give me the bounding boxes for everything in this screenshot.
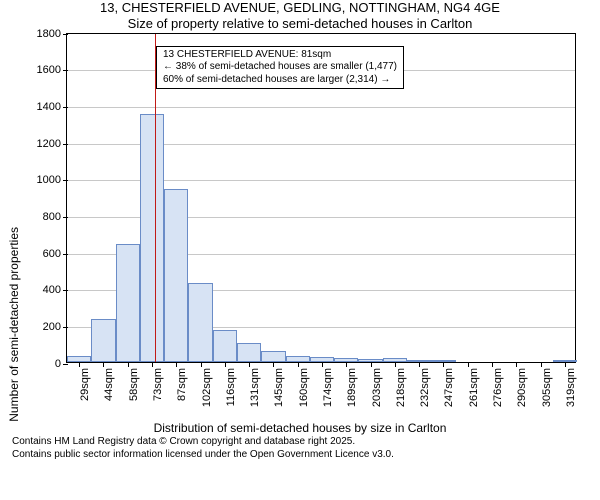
x-tick: 232sqm — [419, 362, 431, 407]
x-tick: 145sqm — [273, 362, 285, 407]
x-tick-mark — [201, 362, 202, 367]
x-tick-mark — [176, 362, 177, 367]
annotation-box: 13 CHESTERFIELD AVENUE: 81sqm← 38% of se… — [156, 46, 404, 90]
x-tick: 102sqm — [201, 362, 213, 407]
footer-line-1: Contains HM Land Registry data © Crown c… — [12, 435, 600, 448]
x-tick-mark — [468, 362, 469, 367]
y-tick: 800 — [43, 211, 67, 223]
y-tick: 200 — [43, 321, 67, 333]
x-tick-mark — [346, 362, 347, 367]
histogram-bar — [237, 343, 261, 361]
y-tick: 600 — [43, 248, 67, 260]
histogram-bar — [188, 283, 212, 362]
x-tick-mark — [79, 362, 80, 367]
x-tick: 261sqm — [468, 362, 480, 407]
x-tick: 319sqm — [565, 362, 577, 407]
y-axis-label: Number of semi-detached properties — [7, 227, 21, 422]
footer: Contains HM Land Registry data © Crown c… — [0, 435, 600, 461]
x-tick-mark — [541, 362, 542, 367]
x-tick: 247sqm — [443, 362, 455, 407]
x-tick-mark — [298, 362, 299, 367]
x-tick: 116sqm — [225, 362, 237, 406]
x-tick: 174sqm — [322, 362, 334, 407]
x-tick: 290sqm — [516, 362, 528, 407]
annotation-line: ← 38% of semi-detached houses are smalle… — [163, 61, 397, 74]
x-tick: 44sqm — [103, 362, 115, 401]
y-tick: 1000 — [37, 174, 67, 186]
y-tick: 1200 — [37, 138, 67, 150]
x-tick: 203sqm — [371, 362, 383, 407]
y-tick: 1800 — [37, 28, 67, 40]
y-tick: 1400 — [37, 101, 67, 113]
histogram-bar — [116, 244, 140, 361]
x-tick-mark — [103, 362, 104, 367]
x-tick: 276sqm — [492, 362, 504, 407]
y-tick: 400 — [43, 284, 67, 296]
x-tick-mark — [249, 362, 250, 367]
x-tick-mark — [443, 362, 444, 367]
x-tick-mark — [152, 362, 153, 367]
annotation-line: 13 CHESTERFIELD AVENUE: 81sqm — [163, 49, 397, 62]
x-tick-mark — [273, 362, 274, 367]
x-tick: 131sqm — [249, 362, 261, 407]
title-line-1: 13, CHESTERFIELD AVENUE, GEDLING, NOTTIN… — [0, 0, 600, 16]
annotation-line: 60% of semi-detached houses are larger (… — [163, 74, 397, 87]
plot-area: 02004006008001000120014001600180029sqm44… — [66, 33, 576, 363]
histogram-bar — [91, 319, 115, 361]
histogram-bar — [261, 351, 285, 362]
x-axis-label: Distribution of semi-detached houses by … — [0, 421, 600, 435]
x-tick: 189sqm — [346, 362, 358, 407]
histogram-bar — [213, 330, 237, 361]
x-tick: 29sqm — [79, 362, 91, 401]
x-tick-mark — [492, 362, 493, 367]
x-tick-mark — [395, 362, 396, 367]
x-tick: 305sqm — [541, 362, 553, 407]
y-tick: 1600 — [37, 64, 67, 76]
x-tick: 73sqm — [152, 362, 164, 401]
x-tick: 218sqm — [395, 362, 407, 407]
footer-line-2: Contains public sector information licen… — [12, 448, 600, 461]
histogram-bar — [140, 114, 164, 362]
gridline — [67, 107, 575, 108]
histogram-bar — [164, 189, 188, 361]
chart-area: Number of semi-detached properties 02004… — [0, 33, 600, 421]
y-tick: 0 — [55, 358, 67, 370]
title-line-2: Size of property relative to semi-detach… — [0, 16, 600, 32]
x-tick-mark — [565, 362, 566, 367]
x-tick-mark — [322, 362, 323, 367]
x-tick-mark — [128, 362, 129, 367]
chart-title: 13, CHESTERFIELD AVENUE, GEDLING, NOTTIN… — [0, 0, 600, 33]
x-tick: 87sqm — [176, 362, 188, 401]
x-tick-mark — [225, 362, 226, 367]
x-tick: 58sqm — [128, 362, 140, 401]
x-tick-mark — [516, 362, 517, 367]
x-tick-mark — [419, 362, 420, 367]
x-tick: 160sqm — [298, 362, 310, 407]
x-tick-mark — [371, 362, 372, 367]
